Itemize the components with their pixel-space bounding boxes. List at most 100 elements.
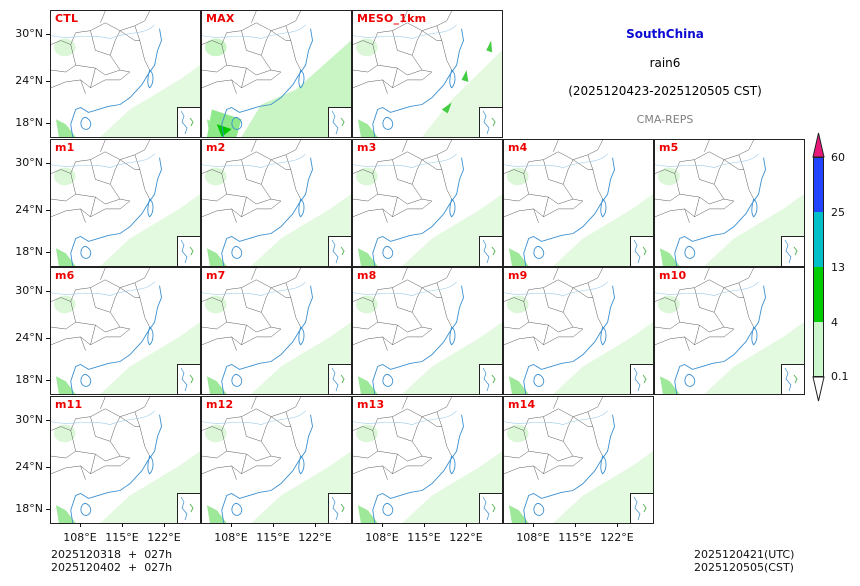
longitude-tick-label: 115°E <box>558 531 592 544</box>
map-panel-m12: m12 <box>201 395 352 524</box>
longitude-tick-label: 122°E <box>600 531 634 544</box>
colorbar-label-60: 60 <box>831 151 845 164</box>
colorbar-segment-0.1-4 <box>813 322 824 377</box>
map-panel-ctl: CTL <box>50 10 201 138</box>
rainfall-map <box>51 268 200 394</box>
latitude-tick-label: 24°N <box>15 74 43 87</box>
longitude-tick-mark <box>80 523 81 527</box>
latitude-tick-mark <box>46 419 50 421</box>
rainfall-map <box>202 139 351 266</box>
south-china-sea-inset <box>177 107 200 137</box>
panel-label: m12 <box>206 397 234 411</box>
map-panel-max: MAX <box>201 10 352 138</box>
latitude-tick-mark <box>46 291 50 292</box>
map-panel-meso_1km: MESO_1km <box>352 10 503 138</box>
latitude-tick-label: 30°N <box>15 284 43 297</box>
longitude-tick-mark <box>575 523 576 527</box>
south-china-sea-inset <box>177 364 200 394</box>
longitude-tick-mark <box>231 523 232 527</box>
colorbar-segment-25-60 <box>813 157 824 212</box>
longitude-tick-mark <box>122 523 123 527</box>
longitude-tick-label: 115°E <box>407 531 441 544</box>
map-panel-m8: m8 <box>352 267 503 395</box>
panel-label: m14 <box>508 397 536 411</box>
south-china-sea-inset <box>328 364 351 394</box>
latitude-tick-label: 18°N <box>15 501 43 515</box>
rainfall-map <box>353 396 502 523</box>
rainfall-map <box>202 268 351 394</box>
panel-label: m3 <box>357 140 377 154</box>
map-panel-m1: m1 <box>50 138 201 267</box>
rainfall-map <box>51 396 200 523</box>
latitude-tick-mark <box>46 81 50 82</box>
map-panel-m2: m2 <box>201 138 352 267</box>
south-china-sea-inset <box>630 364 653 394</box>
map-panel-m9: m9 <box>503 267 654 395</box>
longitude-tick-label: 108°E <box>214 531 248 544</box>
latitude-tick-mark <box>46 508 50 510</box>
south-china-sea-inset <box>177 492 200 523</box>
colorbar-segment-4-13 <box>813 267 824 322</box>
latitude-tick-mark <box>46 34 50 35</box>
panel-label: m10 <box>659 269 687 282</box>
latitude-tick-label: 18°N <box>15 116 43 129</box>
panel-label: m6 <box>55 269 75 282</box>
panel-label: m13 <box>357 397 385 411</box>
panel-label: m8 <box>357 269 377 282</box>
south-china-sea-inset <box>781 364 804 394</box>
panel-label: m1 <box>55 140 75 154</box>
map-panel-m13: m13 <box>352 395 503 524</box>
longitude-tick-mark <box>424 523 425 527</box>
longitude-tick-mark <box>466 523 467 527</box>
period-title: (2025120423-2025120505 CST) <box>568 84 762 98</box>
south-china-sea-inset <box>328 107 351 137</box>
latitude-tick-label: 30°N <box>15 412 43 426</box>
south-china-sea-inset <box>630 235 653 266</box>
panel-label: m5 <box>659 140 679 154</box>
latitude-tick-mark <box>46 466 50 468</box>
map-panel-m14: m14 <box>503 395 654 524</box>
map-panel-m11: m11 <box>50 395 201 524</box>
longitude-tick-label: 108°E <box>63 531 97 544</box>
map-panel-m5: m5 <box>654 138 805 267</box>
latitude-tick-mark <box>46 251 50 253</box>
colorbar-under-arrow-icon <box>812 376 825 402</box>
latitude-tick-mark <box>46 123 50 124</box>
rainfall-map <box>655 139 804 266</box>
init-time-cst: 2025120402 + 027h <box>51 561 173 574</box>
latitude-tick-label: 30°N <box>15 155 43 169</box>
latitude-tick-label: 24°N <box>15 202 43 216</box>
variable-title: rain6 <box>649 56 681 70</box>
south-china-sea-inset <box>328 235 351 266</box>
map-panel-m10: m10 <box>654 267 805 395</box>
rainfall-map <box>655 268 804 394</box>
panel-label: CTL <box>55 12 79 25</box>
rainfall-map <box>353 268 502 394</box>
map-panel-m6: m6 <box>50 267 201 395</box>
colorbar-label-25: 25 <box>831 206 845 219</box>
latitude-tick-label: 30°N <box>15 27 43 40</box>
panel-label: MAX <box>206 12 235 25</box>
longitude-tick-label: 108°E <box>516 531 550 544</box>
colorbar-segment-13-25 <box>813 212 824 267</box>
region-title: SouthChina <box>626 27 704 41</box>
init-time-utc: 2025120318 + 027h <box>51 548 173 561</box>
rainfall-map <box>504 268 653 394</box>
rainfall-map <box>504 139 653 266</box>
colorbar-label-0.1: 0.1 <box>831 370 849 383</box>
latitude-tick-mark <box>46 338 50 339</box>
colorbar-label-13: 13 <box>831 261 845 274</box>
longitude-tick-label: 122°E <box>449 531 483 544</box>
south-china-sea-inset <box>479 492 502 523</box>
south-china-sea-inset <box>630 492 653 523</box>
latitude-tick-mark <box>46 209 50 211</box>
rainfall-map <box>51 11 200 137</box>
panel-label: m9 <box>508 269 528 282</box>
rainfall-map <box>202 11 351 137</box>
south-china-sea-inset <box>479 235 502 266</box>
longitude-tick-label: 115°E <box>256 531 290 544</box>
colorbar-over-arrow-icon <box>812 132 825 158</box>
panel-label: MESO_1km <box>357 12 427 25</box>
south-china-sea-inset <box>479 364 502 394</box>
longitude-tick-mark <box>617 523 618 527</box>
